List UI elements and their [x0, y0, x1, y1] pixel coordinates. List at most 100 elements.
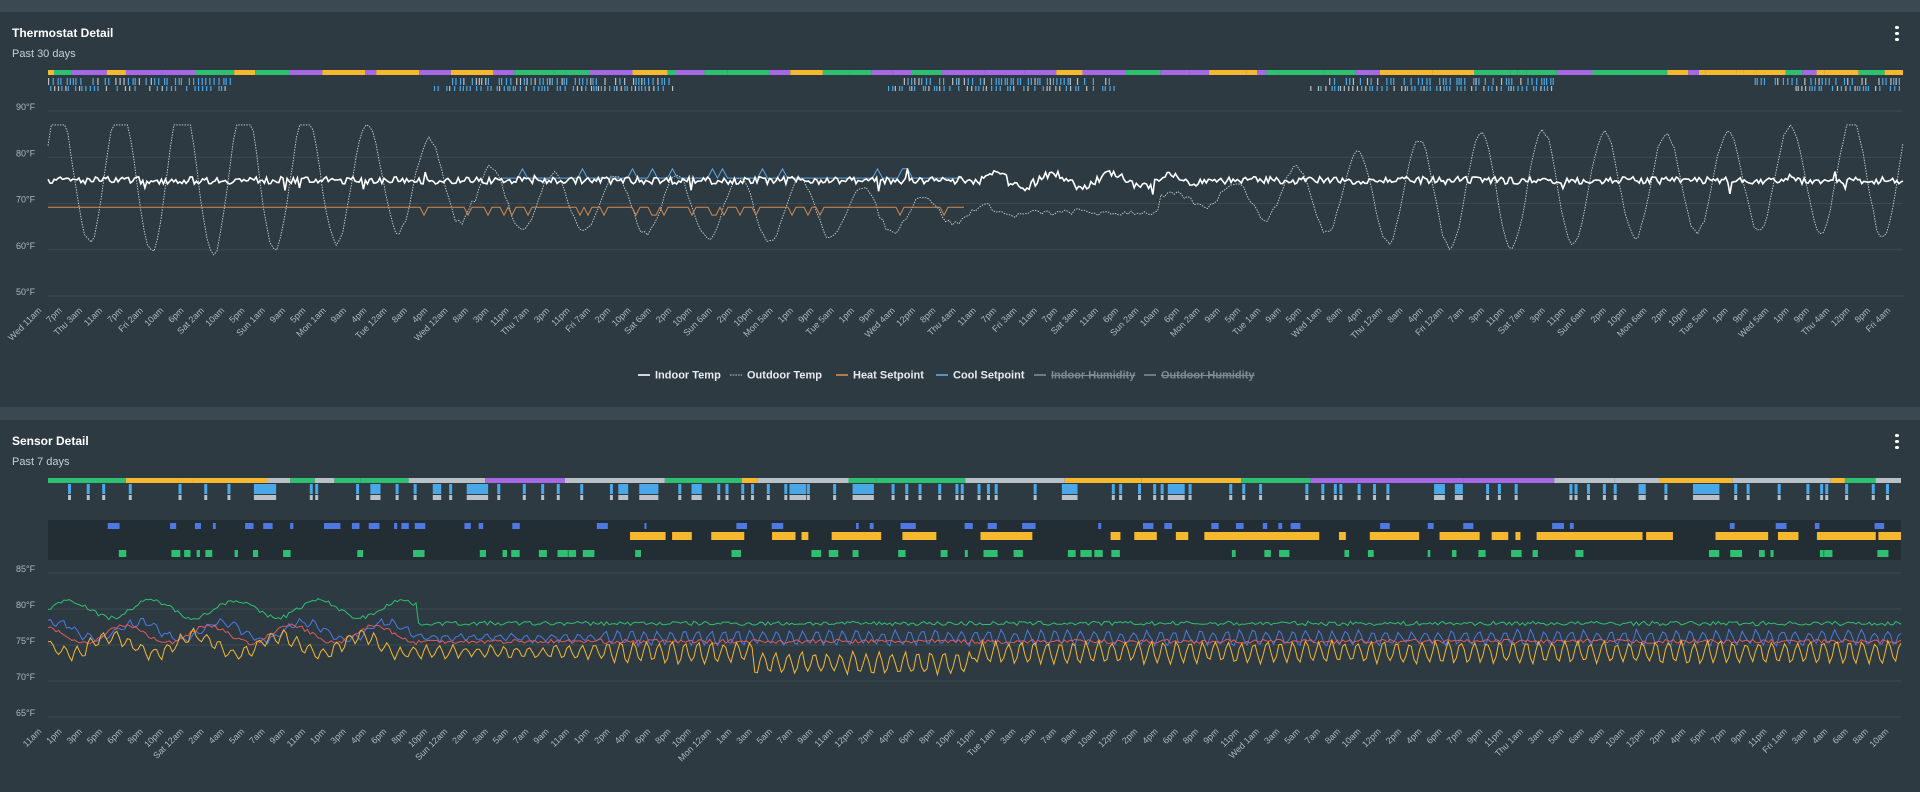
- status-bar: [717, 484, 721, 494]
- x-tick-label: 2pm: [1120, 726, 1139, 745]
- status-bar: [1119, 484, 1123, 494]
- status-tick: [998, 78, 1000, 85]
- status-bar: [918, 484, 922, 494]
- series-line-sensor-red: [47, 623, 1902, 646]
- status-tick: [909, 86, 911, 91]
- status-tick: [1552, 78, 1554, 85]
- occupancy-mark: [992, 532, 1023, 540]
- status-tick: [81, 86, 83, 91]
- status-tick: [1401, 86, 1403, 91]
- status-tick: [1456, 78, 1458, 85]
- x-tick-label: 1pm: [1710, 305, 1729, 324]
- legend-item[interactable]: Outdoor Humidity: [1144, 370, 1255, 382]
- status-tick: [225, 78, 227, 85]
- x-tick-label: 7am: [1446, 305, 1465, 324]
- y-tick-label: 60°F: [16, 241, 36, 251]
- status-tick: [898, 86, 901, 91]
- status-tick: [604, 86, 606, 91]
- status-bar: [1188, 484, 1192, 494]
- status-tick: [1046, 86, 1048, 91]
- occupancy-mark: [1111, 550, 1120, 557]
- status-tick: [1483, 86, 1485, 91]
- status-tick: [201, 78, 203, 85]
- status-tick: [1004, 78, 1006, 85]
- status-tick: [476, 86, 478, 91]
- occupancy-mark: [1098, 523, 1102, 529]
- status-bar: [395, 484, 399, 494]
- status-tick: [1460, 86, 1462, 91]
- status-bar: [891, 484, 895, 494]
- status-tick: [496, 86, 498, 91]
- status-tick: [75, 78, 77, 85]
- status-tick: [1541, 78, 1543, 85]
- status-tick: [595, 78, 597, 85]
- x-tick-label: 2am: [450, 726, 469, 745]
- legend-item[interactable]: Outdoor Temp: [730, 370, 822, 382]
- status-tick: [541, 86, 543, 91]
- status-tick: [1009, 86, 1011, 91]
- status-bar-secondary: [1321, 495, 1325, 500]
- occupancy-mark: [1536, 532, 1560, 540]
- status-bar: [413, 484, 417, 494]
- status-tick: [459, 78, 462, 85]
- status-tick: [561, 78, 563, 85]
- legend-item[interactable]: Indoor Temp: [638, 370, 721, 382]
- occupancy-mark: [900, 523, 908, 529]
- occupancy-mark: [1726, 532, 1768, 540]
- mode-band-segment: [485, 478, 565, 483]
- status-bar-secondary: [1160, 495, 1164, 500]
- status-tick: [67, 86, 69, 91]
- status-tick: [1352, 78, 1355, 85]
- more-vert-icon[interactable]: [1894, 26, 1900, 44]
- x-tick-label: 3am: [1262, 726, 1281, 745]
- x-tick-label: 6pm: [369, 726, 388, 745]
- status-tick: [1460, 78, 1462, 85]
- mode-band-segment: [162, 70, 196, 75]
- mode-band-segment: [664, 478, 742, 483]
- status-tick: [631, 86, 633, 91]
- legend-item[interactable]: Indoor Humidity: [1034, 370, 1136, 382]
- x-tick-label: 3am: [998, 726, 1017, 745]
- status-tick: [85, 86, 87, 91]
- status-bar: [1692, 484, 1715, 494]
- status-tick: [526, 78, 528, 85]
- status-tick: [1517, 86, 1519, 91]
- more-vert-icon[interactable]: [1894, 434, 1900, 452]
- status-tick: [597, 86, 600, 91]
- x-tick-label: 5pm: [1688, 726, 1707, 745]
- status-tick: [134, 78, 136, 85]
- status-tick: [449, 86, 451, 91]
- occupancy-mark: [1532, 550, 1538, 557]
- occupancy-mark: [1878, 532, 1901, 540]
- status-tick: [929, 78, 931, 85]
- status-bar-secondary: [833, 495, 837, 500]
- status-tick: [990, 78, 993, 85]
- status-bar: [1486, 484, 1490, 494]
- status-tick: [1046, 78, 1048, 85]
- occupancy-mark: [118, 550, 127, 557]
- status-bar: [1333, 484, 1337, 494]
- status-tick: [1037, 78, 1039, 85]
- x-tick-label: 3pm: [471, 305, 490, 324]
- status-bar: [1138, 484, 1142, 494]
- legend-item[interactable]: Cool Setpoint: [936, 370, 1025, 382]
- status-tick: [206, 86, 208, 91]
- status-tick: [1492, 78, 1494, 85]
- legend-item[interactable]: Heat Setpoint: [836, 370, 924, 382]
- status-tick: [1049, 78, 1051, 85]
- occupancy-mark: [731, 550, 741, 557]
- status-tick: [180, 78, 182, 85]
- mode-band-segment: [1189, 70, 1210, 75]
- x-tick-label: 2pm: [856, 726, 875, 745]
- mode-band-segment: [1743, 70, 1757, 75]
- x-tick-label: 3am: [1790, 726, 1809, 745]
- status-bar: [1441, 484, 1445, 494]
- mode-band-segment: [1056, 70, 1083, 75]
- status-bar: [806, 484, 810, 494]
- status-tick: [1426, 78, 1428, 85]
- status-tick: [1831, 86, 1834, 91]
- legend-label: Indoor Humidity: [1051, 370, 1136, 382]
- mode-band-segment: [1626, 70, 1668, 75]
- status-tick: [105, 86, 108, 91]
